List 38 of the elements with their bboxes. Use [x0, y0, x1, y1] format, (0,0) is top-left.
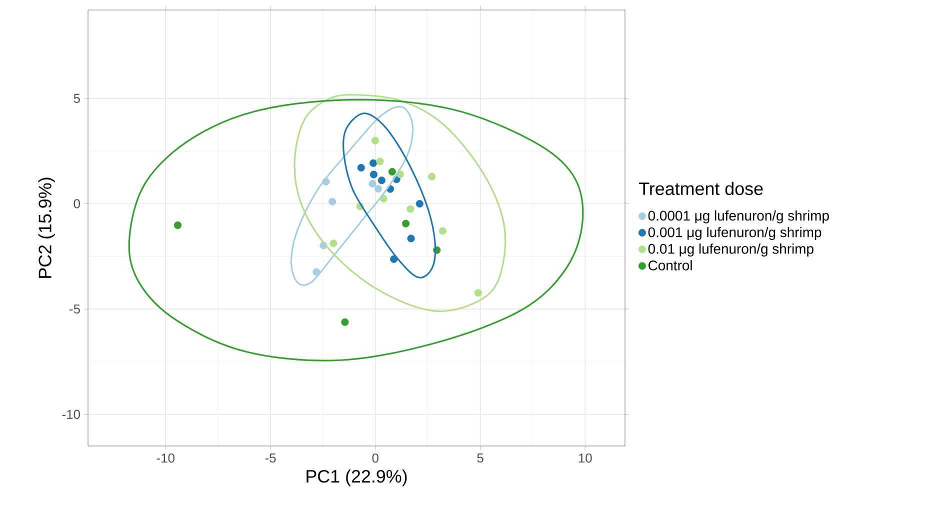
- point: [174, 221, 182, 230]
- point: [406, 205, 414, 213]
- point: [368, 180, 376, 188]
- point: [369, 159, 378, 167]
- point: [312, 268, 320, 276]
- point: [388, 168, 396, 176]
- point: [390, 255, 398, 263]
- point: [438, 227, 447, 235]
- point: [328, 198, 336, 206]
- point: [376, 158, 384, 166]
- x-tick-label: 5: [477, 454, 484, 463]
- x-tick-label: 10: [578, 454, 592, 463]
- x-tick-label: 0: [372, 454, 378, 463]
- legend-label: 0.0001 μg lufenuron/g shrimp: [648, 210, 829, 224]
- point: [378, 176, 386, 184]
- x-tick-label: -10: [156, 454, 174, 463]
- point: [428, 172, 436, 180]
- y-axis-title: PC2 (15.9%): [38, 178, 55, 278]
- point: [330, 240, 338, 248]
- point: [341, 318, 349, 326]
- legend-label: 0.01 μg lufenuron/g shrimp: [648, 244, 814, 257]
- point: [374, 185, 382, 193]
- point: [371, 136, 379, 144]
- y-tick-label: -5: [70, 304, 80, 314]
- y-tick-label: -10: [62, 410, 80, 419]
- point: [474, 289, 482, 297]
- legend-label: 0.001 μg lufenuron/g shrimp: [648, 226, 822, 240]
- point: [407, 234, 415, 242]
- y-tick-label: 5: [74, 94, 80, 103]
- x-axis-title: PC1 (22.9%): [306, 470, 407, 486]
- legend-label: Control: [648, 260, 692, 270]
- point: [402, 220, 410, 228]
- point: [357, 164, 365, 172]
- y-tick-label: 0: [74, 199, 80, 208]
- legend-title: Treatment dose: [639, 182, 763, 196]
- point: [370, 170, 378, 178]
- x-tick-label: -5: [265, 454, 276, 463]
- point: [416, 200, 424, 208]
